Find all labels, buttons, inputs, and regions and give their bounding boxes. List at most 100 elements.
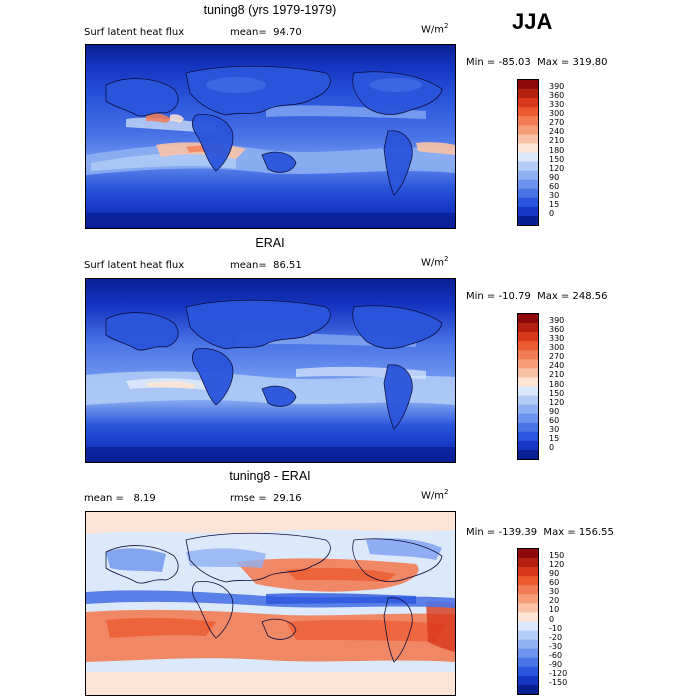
colorbar-swatch: [518, 621, 538, 631]
mean-stat: mean= 94.70: [230, 27, 302, 38]
colorbar-swatch: [518, 107, 538, 117]
colorbar-tick-label: 60: [549, 181, 560, 191]
colorbar-swatch: [518, 594, 538, 604]
colorbar-tick-label: 120: [549, 397, 565, 407]
units-label: W/m2: [421, 22, 449, 36]
colorbar-tick-label: 120: [549, 560, 565, 570]
colorbar-swatch: [518, 197, 538, 208]
colorbar-swatch: [518, 341, 538, 351]
colorbar-swatch: [518, 585, 538, 595]
colorbar-swatch: [518, 179, 538, 190]
colorbar-difference: [517, 548, 539, 695]
field-name: Surf latent heat flux: [84, 27, 185, 38]
colorbar-swatch: [518, 603, 538, 613]
colorbar-swatch: [518, 98, 538, 108]
colorbar-tick-label: 300: [549, 343, 565, 353]
panel-title: tuning8 (yrs 1979-1979): [203, 3, 337, 17]
colorbar-tick-label: 0: [549, 442, 555, 452]
colorbar-swatch: [518, 80, 538, 90]
colorbar-swatch: [518, 558, 538, 568]
colorbar-swatch: [518, 89, 538, 99]
colorbar-swatches: [518, 314, 538, 460]
colorbar-tick-label: 360: [549, 325, 565, 335]
colorbar-tick-label: -60: [549, 650, 563, 660]
units-label: W/m2: [421, 488, 449, 502]
colorbar-tick-label: 10: [549, 605, 560, 615]
min-max-readout: Min = -85.03 Max = 319.80: [466, 57, 608, 68]
colorbar-tick-label: 330: [549, 334, 565, 344]
colorbar-swatch: [518, 143, 538, 153]
colorbar-swatch: [518, 188, 538, 199]
colorbar-swatch: [518, 395, 538, 405]
colorbar-tick-label: 240: [549, 361, 565, 371]
colorbar-tick-label: 120: [549, 163, 565, 173]
map-obs: [85, 278, 456, 463]
colorbar-swatch: [518, 125, 538, 135]
season-label: JJA: [512, 9, 553, 34]
colorbar-tick-label: -150: [549, 677, 568, 687]
colorbar-swatches: [518, 80, 538, 226]
colorbar-tick-label: -120: [549, 668, 568, 678]
colorbar-swatch: [518, 134, 538, 144]
colorbar-tick-label: 240: [549, 127, 565, 137]
colorbar-obs: [517, 313, 539, 460]
colorbar-tick-label: 20: [549, 596, 560, 606]
colorbar-swatch: [518, 359, 538, 369]
colorbar-swatch: [518, 377, 538, 387]
panel-title: ERAI: [255, 236, 285, 250]
colorbar-tick-label: 30: [549, 424, 560, 434]
colorbar-tick-label: -30: [549, 641, 563, 651]
colorbar-swatch: [518, 684, 538, 695]
colorbar-swatch: [518, 440, 538, 451]
colorbar-swatch: [518, 314, 538, 324]
colorbar-swatch: [518, 666, 538, 677]
colorbar-tick-label: 30: [549, 190, 560, 200]
colorbar-swatch: [518, 612, 538, 622]
mean-stat: mean= 86.51: [230, 260, 302, 271]
colorbar-swatch: [518, 576, 538, 586]
colorbar-tick-label: 330: [549, 100, 565, 110]
colorbar-swatch: [518, 170, 538, 180]
colorbar-tick-label: 360: [549, 91, 565, 101]
colorbar-tick-label: 15: [549, 199, 560, 209]
colorbar-swatch: [518, 350, 538, 360]
colorbar-tick-label: 60: [549, 415, 560, 425]
map-model: [85, 44, 456, 229]
colorbar-tick-label: 150: [549, 388, 565, 398]
colorbar-tick-label: 390: [549, 316, 565, 326]
colorbar-swatch: [518, 332, 538, 342]
colorbar-swatch: [518, 657, 538, 668]
panel-title: tuning8 - ERAI: [229, 469, 311, 483]
colorbar-tick-label: 270: [549, 352, 565, 362]
mean-stat: mean = 8.19: [84, 493, 156, 504]
colorbar-tick-label: 90: [549, 406, 560, 416]
colorbar-tick-label: 150: [549, 154, 565, 164]
colorbar-tick-label: -20: [549, 632, 563, 642]
field-name: Surf latent heat flux: [84, 260, 185, 271]
colorbar-swatch: [518, 404, 538, 414]
colorbar-swatch: [518, 422, 538, 433]
map-difference: [85, 511, 456, 696]
colorbar-tick-label: 300: [549, 109, 565, 119]
colorbar-swatch: [518, 323, 538, 333]
colorbar-swatch: [518, 449, 538, 460]
colorbar-swatch: [518, 639, 538, 649]
colorbar-swatch: [518, 413, 538, 424]
colorbar-swatch: [518, 648, 538, 659]
colorbar-tick-label: 270: [549, 118, 565, 128]
units-label: W/m2: [421, 255, 449, 269]
rmse-stat: rmse = 29.16: [230, 493, 302, 504]
colorbar-swatch: [518, 368, 538, 378]
colorbar-swatch: [518, 161, 538, 171]
colorbar-swatch: [518, 567, 538, 577]
colorbar-swatch: [518, 116, 538, 126]
colorbar-tick-label: -10: [549, 623, 563, 633]
colorbar-tick-label: -90: [549, 659, 563, 669]
colorbar-tick-label: 150: [549, 551, 565, 561]
colorbar-tick-label: 30: [549, 587, 560, 597]
colorbar-tick-label: 210: [549, 136, 565, 146]
colorbar-tick-label: 90: [549, 172, 560, 182]
colorbar-tick-label: 0: [549, 208, 555, 218]
colorbar-swatch: [518, 152, 538, 162]
colorbar-tick-label: 210: [549, 370, 565, 380]
